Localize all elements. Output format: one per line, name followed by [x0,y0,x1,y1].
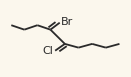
Text: Cl: Cl [43,46,54,56]
Text: Br: Br [61,17,73,27]
